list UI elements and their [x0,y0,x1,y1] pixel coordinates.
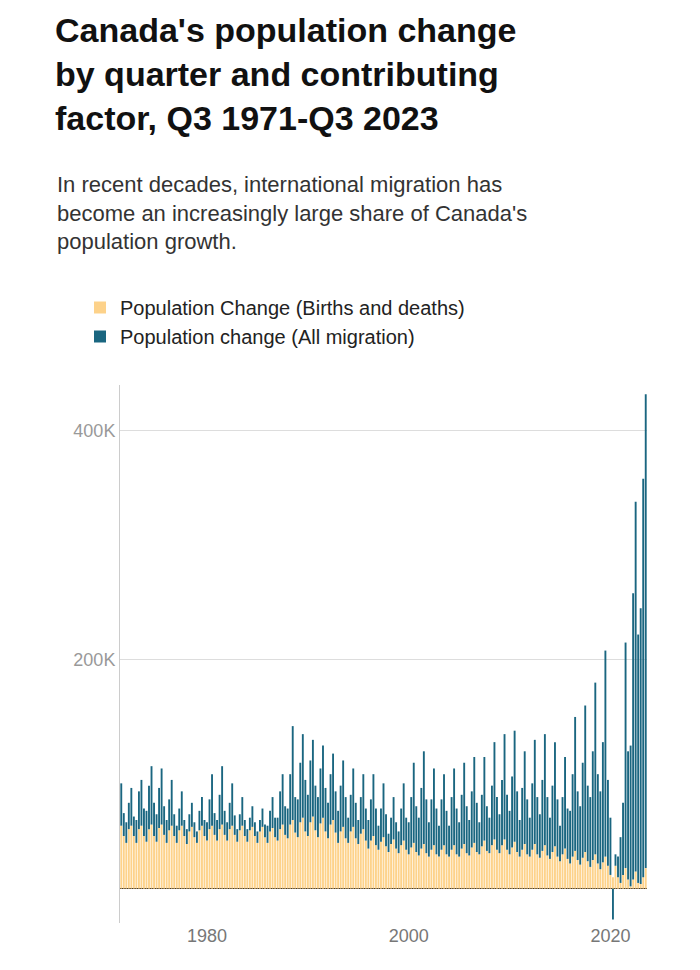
svg-text:Population change (All migrati: Population change (All migration) [120,326,415,348]
svg-text:2020: 2020 [590,926,630,946]
svg-text:200K: 200K [73,650,115,670]
svg-text:Canada's population changeby q: Canada's population changeby quarter and… [55,11,516,137]
svg-text:2000: 2000 [389,926,429,946]
svg-text:Population Change (Births and: Population Change (Births and deaths) [120,297,465,319]
svg-text:In recent decades, internation: In recent decades, international migrati… [57,172,527,254]
svg-text:1980: 1980 [187,926,227,946]
svg-text:400K: 400K [73,421,115,441]
